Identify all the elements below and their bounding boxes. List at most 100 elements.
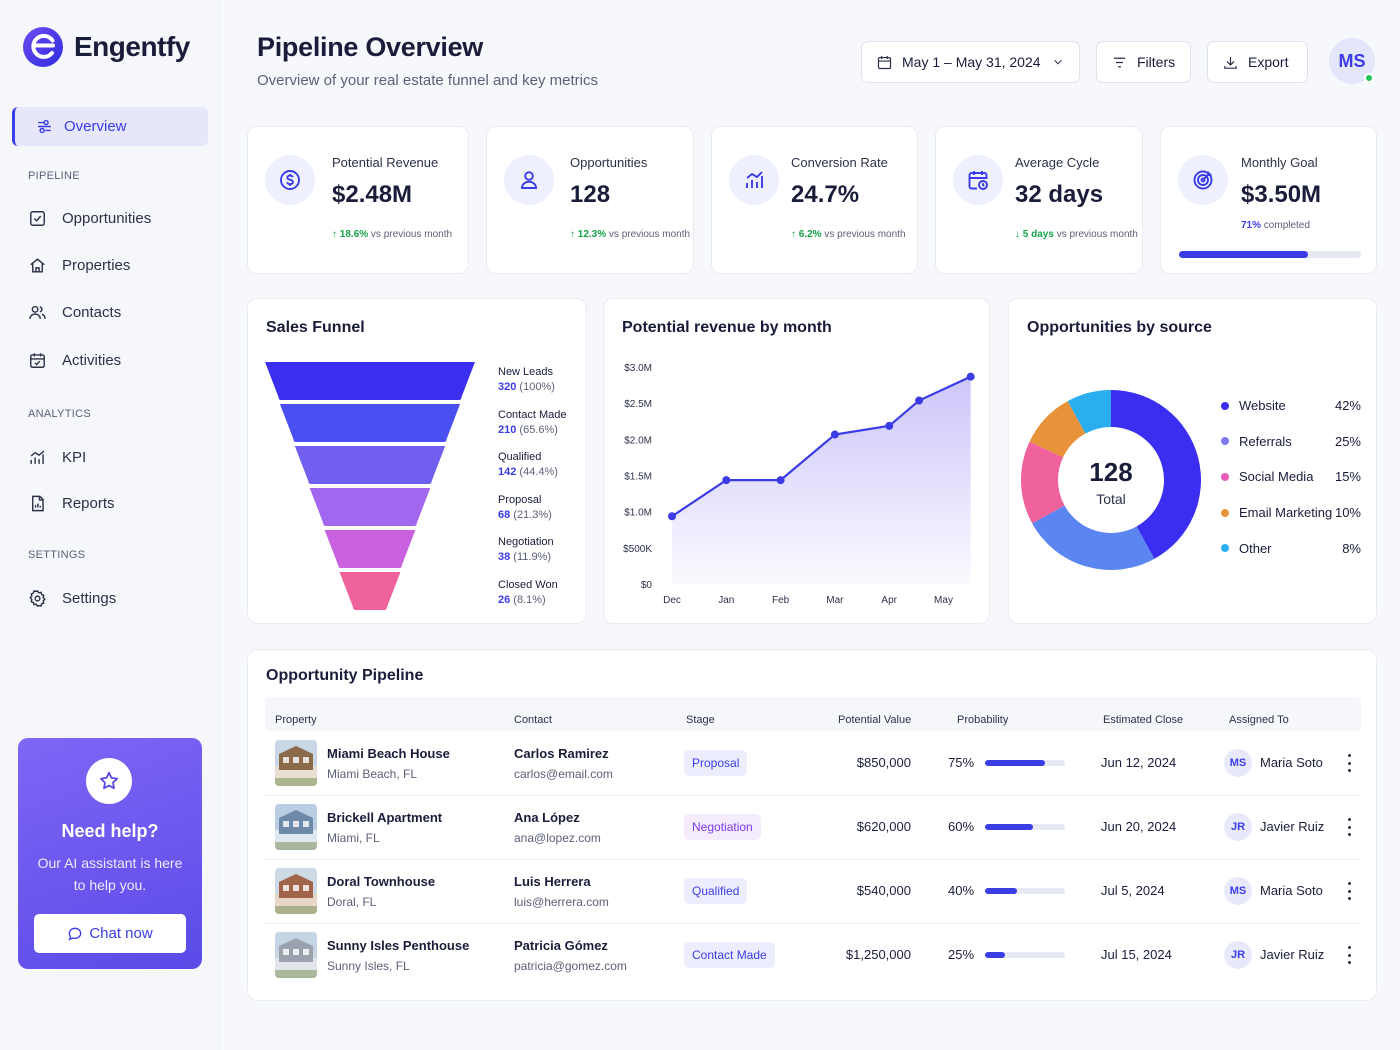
calendar-check-icon <box>30 353 45 368</box>
donut-slice-referrals[interactable] <box>1032 505 1155 570</box>
chevron-down-icon <box>1054 59 1062 65</box>
probability-bar <box>985 760 1065 766</box>
revenue-point[interactable] <box>830 430 839 439</box>
legend-swatch <box>1221 437 1229 446</box>
kpi-card-opportunities: Opportunities 128 ↑ 12.3% vs previous mo… <box>486 126 694 274</box>
revenue-point[interactable] <box>722 476 731 485</box>
revenue-point[interactable] <box>885 421 894 430</box>
y-tick-label: $3.0M <box>624 363 652 374</box>
y-tick-label: $1.5M <box>624 472 652 483</box>
funnel-stage-name: Negotiation <box>498 536 554 548</box>
sidebar-item-overview[interactable]: Overview <box>12 107 208 146</box>
contact-email: carlos@email.com <box>514 767 613 781</box>
funnel-stage-closed-won[interactable] <box>339 572 401 610</box>
sidebar-item-properties[interactable]: Properties <box>28 256 130 275</box>
arrow-up-icon: ↑ <box>332 229 340 240</box>
column-header-property[interactable]: Property <box>275 714 317 726</box>
column-header-probability[interactable]: Probability <box>957 714 1009 726</box>
sidebar-item-settings[interactable]: Settings <box>28 589 116 608</box>
contact-email: patricia@gomez.com <box>514 959 627 973</box>
x-tick-label: Apr <box>881 595 897 606</box>
legend-swatch <box>1221 472 1229 481</box>
revenue-point[interactable] <box>966 372 975 381</box>
card-title: Sales Funnel <box>266 319 365 336</box>
funnel-stage-pct: (100%) <box>516 381 555 393</box>
column-header-contact[interactable]: Contact <box>514 714 552 726</box>
legend-label: Website <box>1239 398 1286 413</box>
table-row[interactable] <box>265 795 1361 859</box>
date-range-picker[interactable]: May 1 – May 31, 2024 <box>861 41 1080 83</box>
column-header-assigned-to[interactable]: Assigned To <box>1229 714 1289 726</box>
funnel-stage-count: 320 <box>498 381 517 393</box>
column-header-potential-value[interactable]: Potential Value <box>838 714 912 726</box>
star-icon <box>100 771 118 790</box>
revenue-point[interactable] <box>776 476 785 485</box>
assignee-name: Javier Ruiz <box>1260 947 1325 962</box>
funnel-stage-proposal[interactable] <box>309 488 431 526</box>
contact-name: Luis Herrera <box>514 874 591 889</box>
funnel-stage-qualified[interactable] <box>294 446 446 484</box>
contact-name: Carlos Ramirez <box>514 746 609 761</box>
more-options-icon[interactable] <box>1342 882 1356 900</box>
estimated-close: Jun 12, 2024 <box>1101 755 1177 770</box>
filter-icon <box>1113 57 1126 67</box>
funnel-stage-pct: (11.9%) <box>510 551 552 563</box>
y-tick-label: $2.0M <box>624 435 652 446</box>
sidebar: Engentfy Overview PIPELINE Opportunities… <box>0 0 220 1050</box>
kpi-value: 32 days <box>1015 181 1104 208</box>
more-options-icon[interactable] <box>1342 818 1356 836</box>
table-row[interactable] <box>265 923 1361 987</box>
probability-bar <box>985 952 1065 958</box>
revenue-point[interactable] <box>668 512 676 521</box>
assignee-name: Javier Ruiz <box>1260 819 1325 834</box>
app-logo[interactable]: Engentfy <box>22 26 190 68</box>
opportunities-by-source-card: Opportunities by source 128 Total Websit… <box>1008 298 1377 624</box>
funnel-stage-name: Contact Made <box>498 408 567 421</box>
target-icon <box>1193 170 1213 190</box>
sidebar-item-reports[interactable]: Reports <box>28 494 115 513</box>
funnel-chart <box>265 362 475 610</box>
donut-slice-other[interactable] <box>1067 390 1111 434</box>
stage-badge: Contact Made <box>684 942 775 968</box>
sidebar-item-opportunities[interactable]: Opportunities <box>28 209 151 228</box>
row-divider <box>265 795 1361 796</box>
column-header-estimated-close[interactable]: Estimated Close <box>1103 714 1184 726</box>
donut-slice-email-marketing[interactable] <box>1029 401 1086 458</box>
funnel-stage-label: Qualified 142 (44.4%) <box>498 450 558 480</box>
funnel-stage-value: 68 (21.3%) <box>498 508 552 523</box>
source-donut-chart <box>1021 390 1201 570</box>
filters-button[interactable]: Filters <box>1096 41 1191 83</box>
page-title: Pipeline Overview <box>257 32 484 62</box>
x-tick-label: Feb <box>772 595 790 606</box>
y-tick-label: $2.5M <box>624 399 652 410</box>
sidebar-item-activities[interactable]: Activities <box>28 351 121 370</box>
probability-fill <box>985 824 1033 830</box>
export-button[interactable]: Export <box>1207 41 1308 83</box>
funnel-stage-contact-made[interactable] <box>279 404 461 442</box>
sidebar-item-label: Activities <box>62 352 122 369</box>
revenue-point[interactable] <box>915 396 924 405</box>
table-row[interactable] <box>265 731 1361 795</box>
sidebar-item-kpi[interactable]: KPI <box>28 448 86 467</box>
funnel-stage-pct: (21.3%) <box>510 508 552 521</box>
more-options-icon[interactable] <box>1342 754 1356 772</box>
sidebar-item-contacts[interactable]: Contacts <box>28 303 121 322</box>
donut-slice-website[interactable] <box>1111 390 1201 559</box>
legend-pct: 42% <box>1334 398 1361 413</box>
help-text: Our AI assistant is here to help you. <box>37 855 183 893</box>
chat-now-button[interactable]: Chat now <box>34 914 186 953</box>
column-header-stage[interactable]: Stage <box>686 714 715 726</box>
funnel-stage-new-leads[interactable] <box>265 362 475 400</box>
table-row[interactable] <box>265 859 1361 923</box>
sidebar-item-label: Contacts <box>62 304 122 321</box>
funnel-stage-negotiation[interactable] <box>324 530 416 568</box>
card-title: Potential revenue by month <box>622 319 832 336</box>
legend-item: Social Media 15% <box>1221 469 1361 484</box>
kpi-icon-circle <box>504 155 554 205</box>
more-options-icon[interactable] <box>1342 946 1356 964</box>
contact-email: luis@herrera.com <box>514 895 609 909</box>
pipeline-title: Opportunity Pipeline <box>266 667 424 684</box>
donut-slice-social-media[interactable] <box>1021 441 1065 524</box>
donut-center-label: Total <box>1096 491 1126 507</box>
funnel-stage-name: Proposal <box>498 493 542 506</box>
